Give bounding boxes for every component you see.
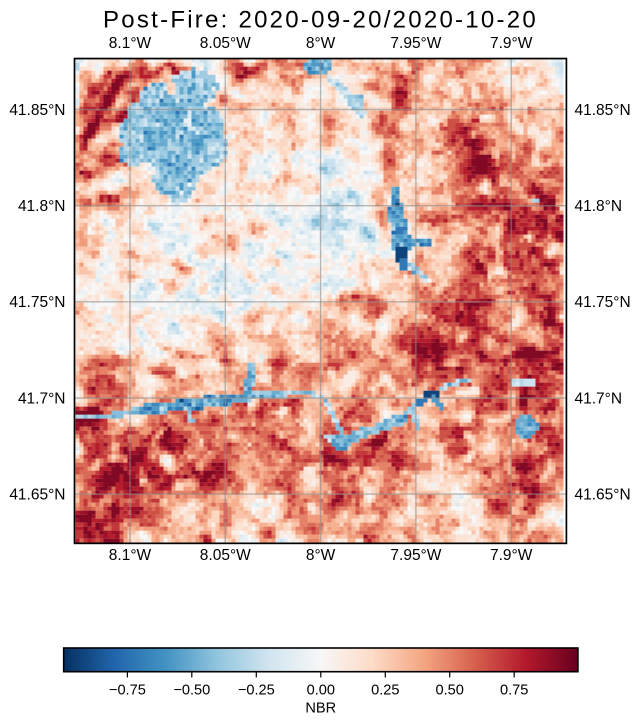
svg-text:41.85°N: 41.85°N	[9, 102, 65, 119]
svg-text:8.05°W: 8.05°W	[200, 35, 251, 52]
svg-text:41.8°N: 41.8°N	[18, 198, 66, 215]
svg-text:NBR: NBR	[305, 701, 336, 717]
svg-text:7.9°W: 7.9°W	[490, 547, 533, 564]
svg-text:41.85°N: 41.85°N	[575, 102, 631, 119]
svg-text:41.65°N: 41.65°N	[575, 486, 631, 503]
svg-text:41.7°N: 41.7°N	[575, 390, 623, 407]
svg-text:−0.75: −0.75	[109, 682, 146, 698]
svg-text:0.50: 0.50	[435, 682, 463, 698]
svg-text:8.05°W: 8.05°W	[200, 547, 251, 564]
svg-text:0.75: 0.75	[500, 682, 528, 698]
svg-text:0.25: 0.25	[371, 682, 399, 698]
svg-text:7.95°W: 7.95°W	[390, 547, 441, 564]
svg-text:41.75°N: 41.75°N	[575, 294, 631, 311]
svg-text:8.1°W: 8.1°W	[109, 35, 152, 52]
svg-text:8.1°W: 8.1°W	[109, 547, 152, 564]
svg-text:Post-Fire: 2020-09-20/2020-10-: Post-Fire: 2020-09-20/2020-10-20	[103, 7, 538, 34]
svg-text:41.7°N: 41.7°N	[18, 390, 66, 407]
svg-text:8°W: 8°W	[306, 35, 336, 52]
svg-text:7.95°W: 7.95°W	[390, 35, 441, 52]
svg-text:0.00: 0.00	[307, 682, 335, 698]
svg-text:7.9°W: 7.9°W	[490, 35, 533, 52]
svg-text:−0.50: −0.50	[173, 682, 210, 698]
svg-text:41.75°N: 41.75°N	[9, 294, 65, 311]
svg-text:−0.25: −0.25	[238, 682, 275, 698]
svg-text:41.65°N: 41.65°N	[9, 486, 65, 503]
svg-text:41.8°N: 41.8°N	[575, 198, 623, 215]
svg-text:8°W: 8°W	[306, 547, 336, 564]
